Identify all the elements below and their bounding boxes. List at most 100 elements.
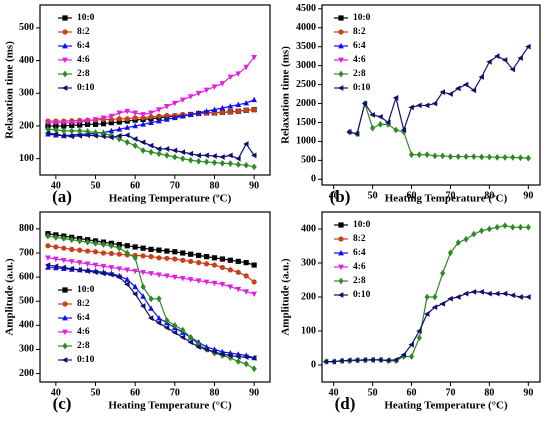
data-point (471, 153, 477, 160)
data-point (517, 223, 524, 231)
data-point (164, 116, 170, 122)
data-point (108, 127, 115, 134)
data-point (148, 114, 154, 120)
data-point (377, 120, 383, 128)
data-point (338, 358, 344, 364)
data-point (447, 91, 453, 97)
series-line (349, 46, 529, 135)
data-point (180, 326, 186, 334)
data-point (171, 100, 178, 107)
data-point (116, 274, 122, 280)
data-point (132, 268, 139, 275)
data-point (53, 233, 59, 241)
data-point (108, 113, 115, 120)
legend-marker (62, 301, 68, 307)
legend-label: 4:6 (77, 55, 90, 65)
y-tick-label: 2000 (296, 98, 316, 109)
data-point (132, 291, 138, 297)
data-point (84, 268, 90, 274)
y-tick-label: 4500 (296, 3, 316, 14)
data-point (203, 346, 209, 353)
x-tick-label: 80 (484, 387, 494, 398)
data-point (68, 265, 75, 272)
data-point (164, 112, 170, 119)
y-tick-label: 300 (19, 88, 34, 99)
data-point (100, 133, 106, 140)
data-point (148, 254, 154, 260)
data-point (148, 305, 154, 311)
data-point (408, 353, 415, 360)
data-point (346, 357, 352, 364)
data-point (251, 279, 257, 285)
data-point (140, 245, 146, 251)
data-point (179, 275, 186, 282)
data-point (92, 239, 99, 247)
panel-label: (a) (52, 187, 72, 206)
data-point (147, 142, 154, 149)
data-point (188, 258, 194, 265)
data-point (235, 101, 242, 108)
data-point (60, 257, 67, 264)
y-tick-label: 400 (19, 320, 34, 331)
data-point (77, 237, 83, 245)
data-point (140, 283, 146, 291)
y-axis-label: Amplitude (a.u.) (280, 258, 292, 336)
data-point (322, 358, 329, 365)
data-point (68, 259, 75, 265)
data-point (478, 289, 484, 295)
legend-marker (62, 314, 68, 321)
data-point (76, 267, 82, 273)
data-point (463, 153, 469, 160)
data-point (179, 97, 186, 103)
data-point (423, 311, 430, 317)
data-point (76, 260, 83, 266)
data-point (179, 113, 186, 119)
x-tick-label: 80 (209, 387, 219, 398)
data-point (251, 262, 257, 268)
data-point (431, 100, 438, 107)
legend-label: 2:8 (77, 69, 90, 79)
data-point (53, 256, 59, 263)
data-point (148, 119, 154, 126)
data-point (124, 243, 130, 249)
data-point (187, 339, 194, 346)
data-point (219, 104, 226, 111)
x-tick-label: 50 (91, 387, 101, 398)
y-tick-label: 500 (19, 22, 34, 33)
data-point (108, 271, 114, 278)
data-point (124, 138, 130, 146)
data-point (164, 317, 170, 324)
x-tick-label: 70 (445, 387, 455, 398)
x-tick-label: 80 (209, 180, 219, 191)
data-point (53, 126, 59, 134)
data-point (124, 276, 131, 282)
legend-marker (338, 57, 344, 64)
data-point (243, 99, 250, 106)
y-tick-label: 500 (301, 155, 316, 166)
y-tick-label: 400 (19, 55, 34, 66)
data-point (219, 256, 226, 262)
data-point (52, 263, 59, 270)
data-point (45, 232, 51, 240)
data-point (235, 155, 241, 162)
data-point (172, 256, 178, 262)
panel: 40 50 60 70 80 90 200 300 400 500 600 700 800 Heating… (4, 211, 271, 413)
data-point (163, 324, 170, 331)
data-point (251, 54, 257, 61)
data-point (486, 58, 492, 65)
x-tick-label: 90 (249, 180, 259, 191)
legend-marker (338, 277, 344, 285)
data-point (525, 294, 531, 300)
y-tick-label: 0 (311, 359, 316, 370)
data-point (195, 152, 201, 159)
legend-label: 10:0 (77, 13, 95, 23)
data-point (346, 129, 352, 135)
data-point (124, 116, 130, 122)
data-point (235, 353, 241, 360)
legend-marker (338, 249, 344, 256)
data-point (462, 81, 469, 88)
data-point (132, 110, 139, 117)
data-point (525, 223, 531, 231)
data-point (370, 124, 376, 132)
data-point (361, 357, 368, 363)
